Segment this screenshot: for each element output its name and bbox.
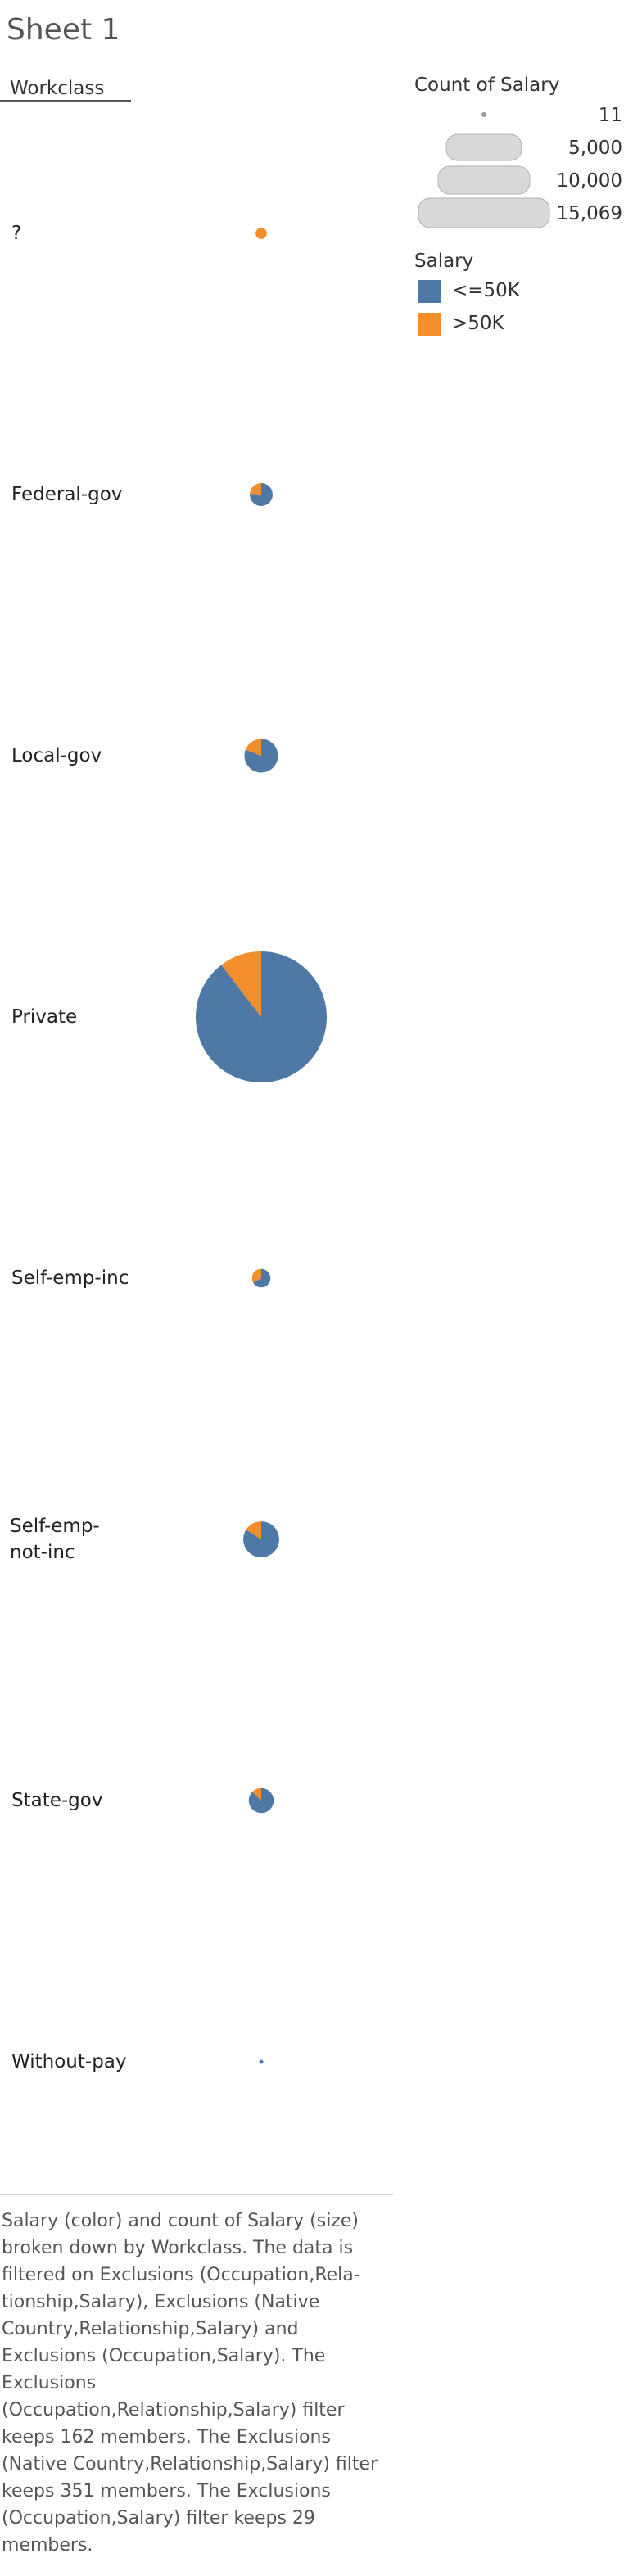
row-label[interactable]: Private xyxy=(11,1006,78,1028)
size-legend-shape xyxy=(445,133,522,161)
row-label[interactable]: Local-gov xyxy=(11,745,102,766)
size-legend-label: 11 xyxy=(598,105,622,126)
legend-label-gt50k[interactable]: >50K xyxy=(452,313,504,334)
sheet-title: Sheet 1 xyxy=(7,13,120,47)
size-legend-label: 5,000 xyxy=(568,138,622,159)
pie-slice-gt50k[interactable] xyxy=(250,483,261,495)
pie[interactable] xyxy=(248,1787,274,1814)
chart-caption: Salary (color) and count of Salary (size… xyxy=(2,2211,378,2556)
pie[interactable] xyxy=(259,2059,264,2064)
legend-swatch-gt50k[interactable] xyxy=(418,313,441,336)
column-header-workclass[interactable]: Workclass xyxy=(10,78,105,99)
pie-slice-le50k[interactable] xyxy=(196,951,328,1082)
pie-slice-gt50k[interactable] xyxy=(221,951,261,1017)
size-legend-shape xyxy=(418,197,550,228)
size-legend-label: 10,000 xyxy=(556,170,622,192)
pie-slice-gt50k[interactable] xyxy=(252,1787,261,1801)
pie[interactable] xyxy=(244,739,278,773)
column-header-underline xyxy=(0,100,131,102)
legend-swatch-le50k[interactable] xyxy=(418,280,441,303)
row-label[interactable]: State-gov xyxy=(11,1790,103,1811)
row-label[interactable]: Self-emp- not-inc xyxy=(10,1516,100,1563)
pie-slice-gt50k[interactable] xyxy=(245,739,261,756)
size-legend-title: Count of Salary xyxy=(414,75,560,96)
pie-slice-le50k[interactable] xyxy=(259,2059,264,2064)
pie-slice-gt50k[interactable] xyxy=(251,1268,261,1283)
pie-slice-le50k[interactable] xyxy=(248,1787,274,1814)
pie-slice-le50k[interactable] xyxy=(243,1521,279,1557)
row-label[interactable]: Federal-gov xyxy=(11,484,123,505)
size-legend-shape xyxy=(437,165,531,195)
pie-slice-gt50k[interactable] xyxy=(246,1521,261,1539)
pie[interactable] xyxy=(250,483,273,506)
pie[interactable] xyxy=(255,228,267,239)
size-legend-shape xyxy=(482,112,486,117)
pie[interactable] xyxy=(251,1268,271,1288)
row-label[interactable]: Without-pay xyxy=(11,2051,127,2072)
row-label[interactable]: Self-emp-inc xyxy=(11,1268,129,1289)
row-label[interactable]: ? xyxy=(11,223,22,244)
color-legend-title: Salary xyxy=(414,251,474,272)
pie-slice-gt50k[interactable] xyxy=(255,228,267,239)
size-legend-label: 15,069 xyxy=(556,203,622,224)
legend-label-le50k[interactable]: <=50K xyxy=(452,280,520,301)
pie-slice-le50k[interactable] xyxy=(253,1268,271,1288)
size-legend-shapes xyxy=(418,112,550,228)
chart-bottom-divider xyxy=(0,2194,393,2195)
pie[interactable] xyxy=(196,951,328,1082)
pie[interactable] xyxy=(243,1521,279,1557)
